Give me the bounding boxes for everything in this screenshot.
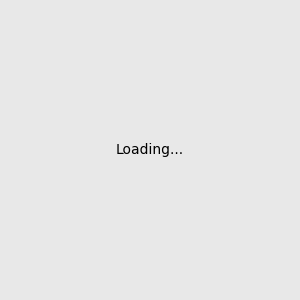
Text: Loading...: Loading... bbox=[116, 143, 184, 157]
